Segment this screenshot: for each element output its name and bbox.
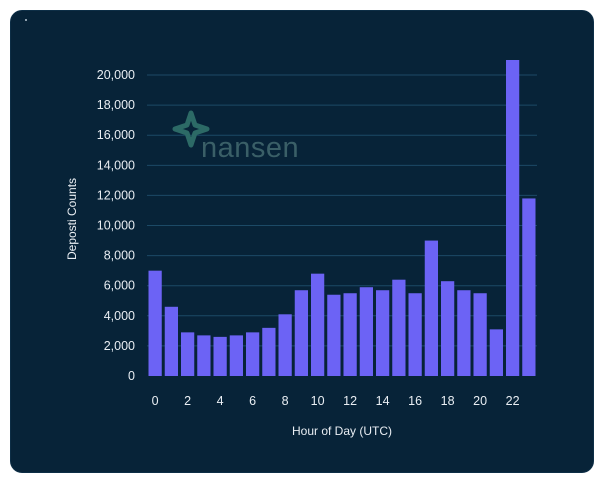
x-tick-label: 10 (311, 394, 325, 408)
y-tick-labels: 0 2,000 4,000 6,000 8,000 10,000 12,000 14,000 1… (97, 68, 135, 383)
x-tick-labels: 0 2 4 6 8 10 12 14 16 18 20 22 (152, 394, 520, 408)
bar-hour-18 (441, 281, 455, 376)
bar-hour-8 (278, 314, 292, 376)
x-tick-label: 8 (282, 394, 289, 408)
bar-hour-0 (148, 270, 162, 376)
bars (148, 60, 536, 376)
bar-hour-9 (294, 290, 308, 376)
bar-hour-3 (197, 335, 211, 376)
y-tick-label: 16,000 (97, 128, 135, 142)
watermark-text: nansen (201, 132, 299, 164)
x-tick-label: 0 (152, 394, 159, 408)
bar-hour-11 (327, 294, 341, 376)
bar-hour-13 (359, 287, 373, 376)
bar-hour-23 (522, 198, 536, 376)
y-tick-label: 8,000 (104, 249, 135, 263)
bar-hour-1 (164, 306, 178, 376)
bar-hour-21 (489, 329, 503, 376)
x-tick-label: 20 (473, 394, 487, 408)
gridlines (147, 74, 537, 347)
bar-hour-17 (424, 240, 438, 376)
y-tick-label: 4,000 (104, 309, 135, 323)
watermark: nansen (172, 110, 299, 164)
y-tick-label: 10,000 (97, 219, 135, 233)
x-tick-label: 2 (184, 394, 191, 408)
bar-hour-20 (473, 293, 487, 376)
bar-hour-6 (246, 332, 260, 376)
x-tick-label: 6 (249, 394, 256, 408)
x-tick-label: 16 (408, 394, 422, 408)
chart-panel (10, 10, 594, 473)
y-tick-label: 14,000 (97, 158, 135, 172)
y-tick-label: 12,000 (97, 188, 135, 202)
bar-hour-16 (408, 293, 422, 376)
bar-hour-7 (262, 327, 276, 376)
x-tick-label: 22 (506, 394, 520, 408)
bar-hour-22 (506, 60, 520, 376)
x-tick-label: 18 (441, 394, 455, 408)
nansen-logo-icon (172, 110, 210, 148)
y-tick-label: 0 (128, 369, 135, 383)
y-tick-label: 2,000 (104, 339, 135, 353)
x-axis-title: Hour of Day (UTC) (292, 424, 392, 438)
y-tick-label: 20,000 (97, 68, 135, 82)
y-tick-label: 18,000 (97, 98, 135, 112)
y-tick-label: 6,000 (104, 279, 135, 293)
bar-hour-12 (343, 293, 357, 376)
bar-hour-2 (181, 332, 195, 376)
bar-hour-19 (457, 290, 471, 376)
bar-hour-5 (229, 335, 243, 376)
x-tick-label: 12 (343, 394, 357, 408)
bar-hour-14 (376, 290, 390, 376)
y-axis-title: Deposti Counts (65, 178, 79, 260)
bar-hour-4 (213, 336, 227, 376)
bar-hour-10 (311, 273, 325, 376)
x-tick-label: 4 (217, 394, 224, 408)
bar-hour-15 (392, 279, 406, 376)
x-tick-label: 14 (376, 394, 390, 408)
corner-dot (25, 19, 27, 21)
